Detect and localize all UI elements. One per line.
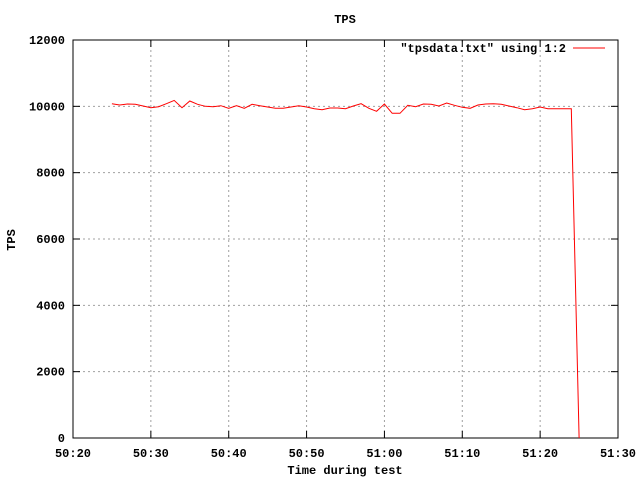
- y-axis-label: TPS: [5, 229, 19, 251]
- axis-ticks: 0 2000 4000 6000 8000 10000 12000 50:20 50:30 50:…: [29, 34, 636, 461]
- legend: "tpsdata.txt" using 1:2: [400, 42, 605, 56]
- series-group: [111, 99, 580, 439]
- chart-title: TPS: [334, 13, 356, 27]
- x-tick-label: 51:00: [366, 447, 402, 461]
- x-tick-label: 51:10: [444, 447, 480, 461]
- x-tick-label: 50:50: [289, 447, 325, 461]
- x-tick-label: 50:20: [55, 447, 91, 461]
- legend-label: "tpsdata.txt" using 1:2: [400, 42, 566, 56]
- grid: [73, 40, 618, 438]
- x-tick-label: 50:30: [133, 447, 169, 461]
- y-tick-label: 8000: [36, 167, 65, 181]
- y-tick-label: 2000: [36, 366, 65, 380]
- y-tick-label: 0: [58, 432, 65, 446]
- series-line: [111, 99, 580, 439]
- plot-border: [72, 39, 619, 439]
- x-tick-label: 51:20: [522, 447, 558, 461]
- x-tick-label: 50:40: [211, 447, 247, 461]
- x-axis-label: Time during test: [287, 464, 402, 478]
- y-tick-label: 10000: [29, 100, 65, 114]
- y-tick-label: 12000: [29, 34, 65, 48]
- y-tick-label: 4000: [36, 299, 65, 313]
- x-tick-label: 51:30: [600, 447, 636, 461]
- y-tick-label: 6000: [36, 233, 65, 247]
